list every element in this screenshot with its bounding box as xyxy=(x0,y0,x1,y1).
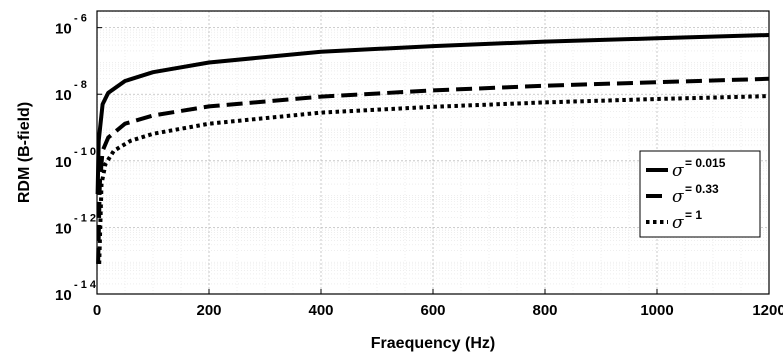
y-tick-label-exponent: - 1 2 xyxy=(74,212,96,224)
series-layer xyxy=(95,33,770,264)
x-tick-label: 800 xyxy=(532,302,557,319)
x-axis-label: Fraequency (Hz) xyxy=(371,335,495,352)
x-tick-labels: 0 200 400 600 800 1000 1200 xyxy=(93,302,783,319)
x-tick-label: 1200 xyxy=(752,302,783,319)
legend-sigma-2: σ xyxy=(672,187,684,207)
x-tick-label: 1000 xyxy=(640,302,673,319)
y-tick-label-base: 10 xyxy=(55,154,72,171)
series-line-1 xyxy=(95,33,770,195)
y-tick-label-exponent: - 1 4 xyxy=(74,279,97,291)
y-tick-label-exponent: - 8 xyxy=(74,79,87,91)
x-tick-label: 0 xyxy=(93,302,101,319)
legend-label-3: = 1 xyxy=(685,208,702,222)
y-tick-label-exponent: - 6 xyxy=(74,13,87,25)
legend-label-2: = 0.33 xyxy=(685,182,719,196)
y-tick-label-base: 10 xyxy=(55,87,72,104)
y-tick-label-base: 10 xyxy=(55,220,72,237)
tick-marks xyxy=(96,27,770,295)
y-tick-label-base: 10 xyxy=(55,287,72,304)
x-tick-label: 600 xyxy=(420,302,445,319)
y-axis-label: RDM (B-field) xyxy=(16,102,33,203)
x-tick-label: 400 xyxy=(308,302,333,319)
legend-sigma-3: σ xyxy=(672,213,684,233)
y-tick-label-base: 10 xyxy=(55,21,72,38)
x-tick-label: 200 xyxy=(196,302,221,319)
legend-sigma-1: σ xyxy=(672,161,684,181)
series-line-2 xyxy=(96,76,770,264)
y-tick-label-exponent: - 1 0 xyxy=(74,146,96,158)
y-tick-labels: 10- 610- 810- 1 010- 1 210- 1 4 xyxy=(55,13,97,304)
legend-label-1: = 0.015 xyxy=(685,156,726,170)
